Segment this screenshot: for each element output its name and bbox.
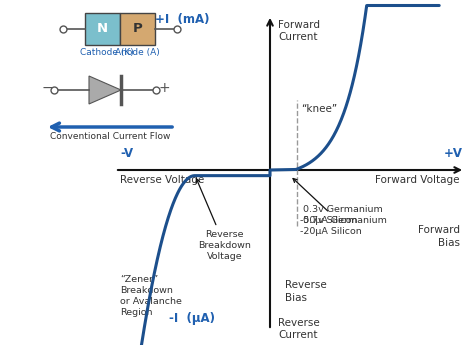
- Text: “Zener”
Breakdown
or Avalanche
Region: “Zener” Breakdown or Avalanche Region: [120, 275, 182, 317]
- Text: Reverse
Bias: Reverse Bias: [285, 280, 327, 303]
- Text: -50μA Germanium
-20μA Silicon: -50μA Germanium -20μA Silicon: [293, 178, 387, 236]
- Text: -V: -V: [120, 147, 133, 160]
- Text: −: −: [41, 81, 53, 95]
- Text: Conventional Current Flow: Conventional Current Flow: [50, 132, 170, 141]
- Text: +I  (mA): +I (mA): [155, 13, 210, 26]
- Text: Reverse
Current: Reverse Current: [278, 318, 320, 341]
- Text: Cathode (K): Cathode (K): [80, 48, 134, 57]
- Text: Reverse Voltage: Reverse Voltage: [120, 175, 204, 185]
- Polygon shape: [89, 76, 121, 104]
- FancyBboxPatch shape: [85, 13, 120, 45]
- Text: -I  (μA): -I (μA): [169, 312, 215, 325]
- Text: P: P: [133, 22, 142, 36]
- Text: “knee”: “knee”: [301, 104, 337, 114]
- Text: Forward Voltage: Forward Voltage: [375, 175, 460, 185]
- FancyBboxPatch shape: [120, 13, 155, 45]
- Text: +: +: [158, 81, 170, 95]
- Text: 0.3v Germanium
0.7v Silicon: 0.3v Germanium 0.7v Silicon: [303, 205, 383, 225]
- Text: Forward
Bias: Forward Bias: [418, 225, 460, 248]
- Text: Anode (A): Anode (A): [115, 48, 160, 57]
- Text: N: N: [97, 22, 108, 36]
- Text: Reverse
Breakdown
Voltage: Reverse Breakdown Voltage: [196, 179, 251, 261]
- Text: +V: +V: [444, 147, 463, 160]
- Text: Forward
Current: Forward Current: [278, 20, 320, 42]
